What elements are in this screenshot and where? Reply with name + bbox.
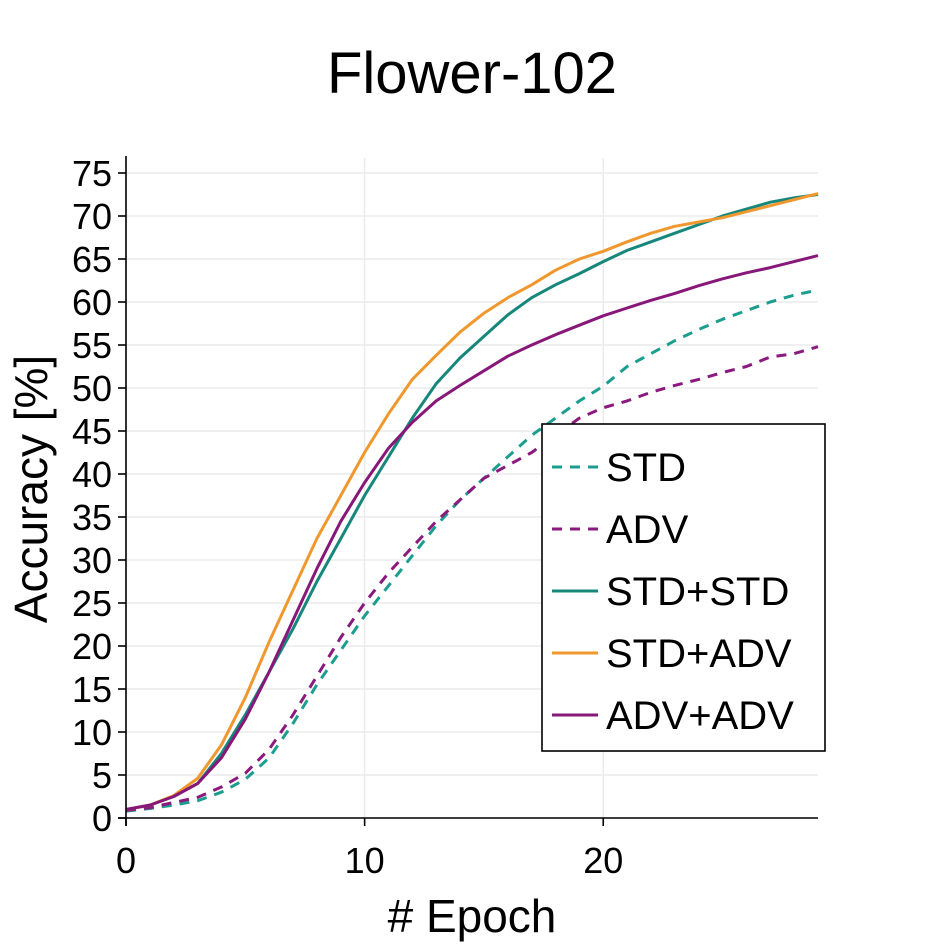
legend-label: STD	[606, 446, 686, 490]
series-line-adv	[125, 345, 819, 812]
legend-label: ADV+ADV	[606, 694, 794, 738]
y-axis-label: Accuracy [%]	[5, 355, 57, 623]
y-tick-label: 40	[72, 454, 112, 495]
y-tick-label: 15	[72, 669, 112, 710]
y-tick-label: 0	[92, 798, 112, 839]
chart-title: Flower-102	[327, 41, 617, 106]
x-tick-label: 10	[345, 840, 385, 881]
y-tick-label: 35	[72, 497, 112, 538]
y-tick-label: 45	[72, 411, 112, 452]
legend-label: STD+STD	[606, 570, 789, 614]
legend: STD ADV STD+STD STD+ADV ADV+ADV	[541, 423, 826, 752]
y-tick-label: 25	[72, 583, 112, 624]
plot-area	[125, 192, 819, 813]
series-line-adv-adv	[125, 254, 819, 811]
legend-label: STD+ADV	[606, 632, 792, 676]
y-tick-label: 60	[72, 282, 112, 323]
x-axis-label: # Epoch	[388, 890, 557, 942]
y-tick-label: 10	[72, 712, 112, 753]
y-tick-label: 5	[92, 755, 112, 796]
legend-box	[541, 423, 826, 752]
y-tick-label: 20	[72, 626, 112, 667]
y-tick-label: 75	[72, 153, 112, 194]
y-tick-label: 30	[72, 540, 112, 581]
y-tick-label: 65	[72, 239, 112, 280]
y-tick-label: 70	[72, 196, 112, 237]
y-tick-label: 50	[72, 368, 112, 409]
x-tick-label: 0	[116, 840, 136, 881]
y-tick-label: 55	[72, 325, 112, 366]
series-line-std-adv	[125, 192, 819, 811]
series-line-std-std	[125, 193, 819, 811]
x-tick-label: 20	[583, 840, 623, 881]
legend-label: ADV	[606, 508, 689, 552]
